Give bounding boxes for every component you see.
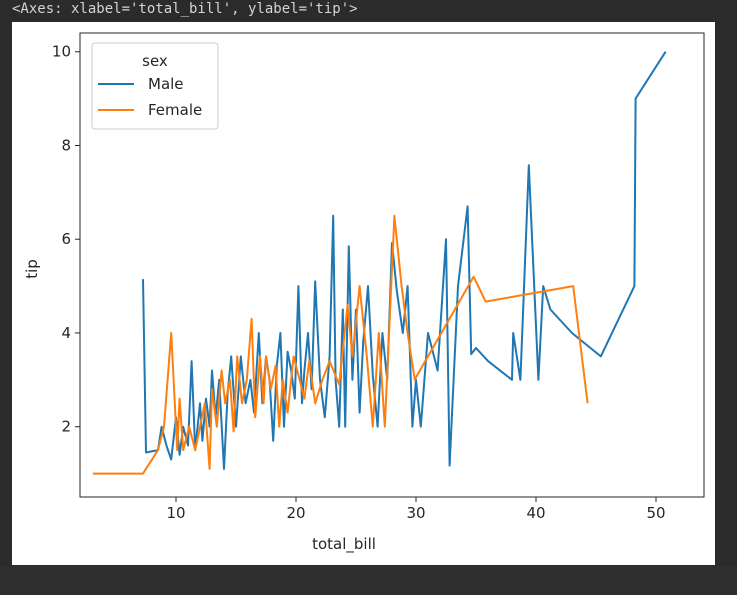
y-tick-label: 4 <box>61 324 71 342</box>
line-chart: 10 20 30 40 50 2 4 6 8 10 total_bill tip sex Mal… <box>23 10 705 554</box>
axes-frame <box>79 32 705 498</box>
plot-panel: 10 20 30 40 50 2 4 6 8 10 total_bill tip sex Mal… <box>12 10 715 565</box>
x-tick-label: 50 <box>646 504 665 522</box>
y-tick-label: 2 <box>61 418 71 436</box>
legend: sex Male Female <box>91 42 219 130</box>
legend-box <box>91 42 219 130</box>
series-line-female <box>92 214 589 475</box>
x-axis-label: total_bill <box>312 535 376 554</box>
x-tick-label: 10 <box>166 504 185 522</box>
x-tick-label: 20 <box>286 504 305 522</box>
x-tick-label: 40 <box>526 504 545 522</box>
y-tick-label: 8 <box>61 136 71 154</box>
y-tick-label: 10 <box>52 43 71 61</box>
legend-title: sex <box>142 52 168 70</box>
series-line-male <box>142 51 667 470</box>
legend-female-label: Female <box>148 101 202 119</box>
y-tick-label: 6 <box>61 230 71 248</box>
output-footer-bar <box>0 566 737 595</box>
output-header: <Axes: xlabel='total_bill', ylabel='tip'… <box>12 1 358 17</box>
series-lines <box>92 51 667 475</box>
legend-male-label: Male <box>148 75 184 93</box>
x-ticks: 10 20 30 40 50 <box>166 497 666 522</box>
y-axis-label: tip <box>23 259 41 279</box>
y-ticks: 2 4 6 8 10 <box>52 43 80 436</box>
x-tick-label: 30 <box>406 504 425 522</box>
